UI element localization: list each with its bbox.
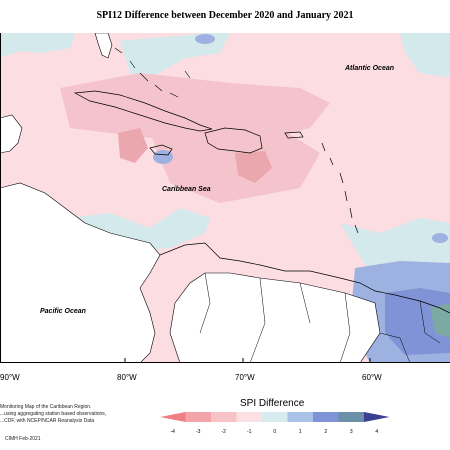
label-pacific-ocean: Pacific Ocean xyxy=(40,308,86,315)
dark-blue-region-guianas xyxy=(385,288,450,355)
legend-tick-label: 4 xyxy=(375,429,378,435)
legend-swatch xyxy=(236,412,262,422)
legend-swatch xyxy=(160,412,186,422)
legend-tick-label: 2 xyxy=(324,429,327,435)
legend-tick-label: 3 xyxy=(350,429,353,435)
rose-patch-east xyxy=(235,151,272,183)
pink-band-north xyxy=(60,73,330,143)
color-legend: -4 -3 -2 -1 0 1 2 3 4 xyxy=(160,412,390,435)
cyan-region-atlantic-ne xyxy=(400,33,450,78)
legend-tick-label: -2 xyxy=(222,429,227,435)
blue-patch-bahamas xyxy=(195,34,215,44)
label-atlantic-ocean: Atlantic Ocean xyxy=(344,65,394,72)
land-florida xyxy=(94,33,113,59)
legend-swatch xyxy=(262,412,288,422)
longitude-label-60w: 60°W xyxy=(362,373,382,382)
cyan-region-bahamas xyxy=(120,33,230,78)
credit-text: CIMH Feb-2021 xyxy=(5,436,41,442)
pink-band-caribbean xyxy=(150,128,320,203)
land-puerto-rico xyxy=(284,131,304,139)
legend-swatch xyxy=(185,412,211,422)
rose-patch-west xyxy=(118,128,148,163)
legend-tick-label: -1 xyxy=(247,429,252,435)
legend-tick-label: 0 xyxy=(273,429,276,435)
legend-swatch xyxy=(287,412,313,422)
longitude-label-70w: 70°W xyxy=(235,373,255,382)
label-caribbean-sea: Caribbean Sea xyxy=(162,186,211,193)
legend-swatch xyxy=(313,412,339,422)
legend-swatch xyxy=(364,412,390,422)
blue-patch-small xyxy=(432,233,448,243)
legend-swatch xyxy=(338,412,364,422)
spi-difference-map: Atlantic Ocean Caribbean Sea Pacific Oce… xyxy=(0,33,450,363)
land-cuba xyxy=(73,90,213,132)
border-lines xyxy=(199,272,441,363)
info-line: Monitoring Map of the Caribbean Region. xyxy=(0,404,92,410)
land-hispaniola xyxy=(204,127,263,154)
teal-region-east xyxy=(430,303,450,338)
longitude-label-80w: 80°W xyxy=(117,373,137,382)
land-bahamas xyxy=(114,47,191,98)
map-title: SPI12 Difference between December 2020 a… xyxy=(96,10,354,21)
land-yucatan-mexico xyxy=(0,114,23,154)
legend-title: SPI Difference xyxy=(240,398,305,409)
info-line: ...using aggregating station based obser… xyxy=(0,411,107,417)
map-info-text: Monitoring Map of the Caribbean Region. … xyxy=(0,404,106,425)
longitude-label-90w: 90°W xyxy=(0,373,20,382)
legend-tick-label: -3 xyxy=(196,429,201,435)
cyan-region-north xyxy=(0,33,75,58)
legend-tick-label: 1 xyxy=(299,429,302,435)
land-lesser-antilles xyxy=(321,142,359,234)
land-south-america xyxy=(159,242,450,314)
legend-swatch xyxy=(211,412,237,422)
land-jamaica xyxy=(149,144,173,156)
info-line: ...CDF, with NCEP/NCAR Reanalysis Data xyxy=(0,418,95,424)
legend-tick-label: -4 xyxy=(171,429,176,435)
blue-patch-jamaica xyxy=(153,150,173,164)
